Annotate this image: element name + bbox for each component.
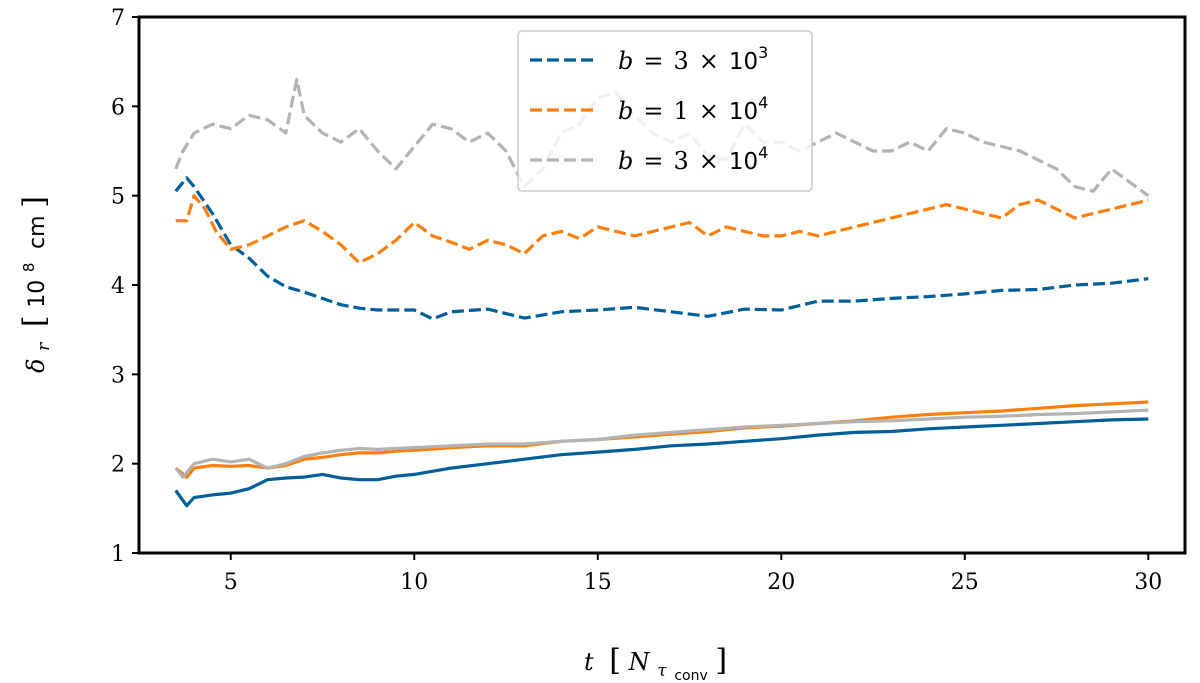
y-tick-label: 7: [111, 6, 125, 31]
x-axis-label: t [ N τ conv ]: [584, 643, 727, 683]
y-tick-label: 4: [111, 274, 125, 299]
x-tick-label: 20: [767, 570, 795, 595]
x-tick-label: 30: [1134, 570, 1162, 595]
y-axis-label-unit-rest: cm: [25, 215, 50, 249]
y-axis-label-main: δ: [22, 359, 50, 373]
series-line-6: [174, 408, 1149, 479]
y-axis-ticks: 1 2 3 4 5 6 7: [111, 6, 139, 567]
x-tick-label: 15: [584, 570, 612, 595]
legend: b = 3 × 103 b = 1 × 104 b = 3 × 104: [517, 30, 813, 192]
x-tick-label: 25: [951, 570, 979, 595]
series-layer: [174, 77, 1150, 508]
x-axis-label-sub: τ: [657, 661, 667, 681]
x-axis-label-unit: N: [628, 648, 651, 676]
y-axis-label-group: δ r [ 10 8 cm ]: [12, 196, 55, 373]
legend-box: [517, 30, 813, 192]
y-tick-label: 3: [111, 363, 125, 388]
series-line-1: [174, 176, 1149, 321]
legend-label: b = 3 × 104: [618, 143, 768, 175]
y-axis-label-sub: r: [34, 342, 54, 351]
series-line-4: [174, 417, 1149, 508]
legend-label: b = 1 × 104: [618, 93, 768, 125]
legend-label: b = 3 × 103: [618, 43, 768, 75]
y-axis-label: δ r [ 10 8 cm ]: [12, 196, 55, 373]
series-line-5: [174, 400, 1149, 479]
y-tick-label: 2: [111, 453, 125, 478]
x-axis-label-sub2: conv: [674, 668, 707, 683]
y-tick-label: 5: [111, 185, 125, 210]
x-tick-label: 10: [400, 570, 428, 595]
y-tick-label: 6: [111, 95, 125, 120]
series-line-2: [175, 194, 1149, 265]
y-axis-label-unit-exp: 8: [20, 263, 38, 273]
x-axis-label-main: t: [584, 648, 594, 676]
x-tick-label: 5: [224, 570, 238, 595]
legend-items: b = 3 × 103 b = 1 × 104 b = 3 × 104: [530, 43, 768, 175]
y-tick-label: 1: [111, 542, 125, 567]
y-axis-label-unit-base: 10: [25, 280, 50, 308]
x-axis-ticks: 5 10 15 20 25 30: [224, 553, 1162, 595]
